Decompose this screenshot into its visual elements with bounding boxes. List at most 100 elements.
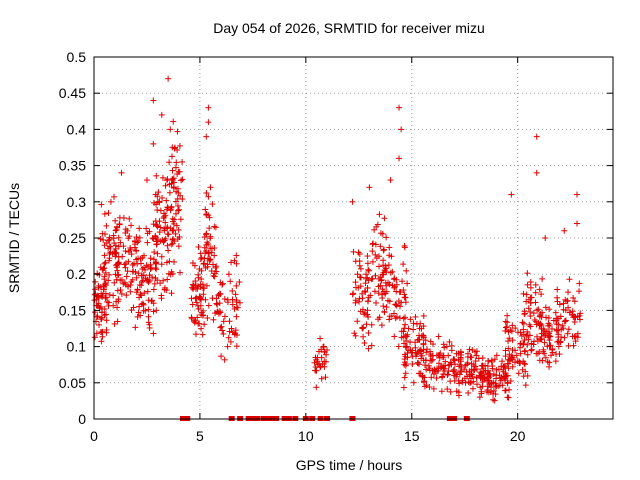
data-point: [468, 360, 475, 367]
data-point: [226, 328, 233, 335]
data-point: [207, 256, 214, 263]
data-point: [554, 327, 561, 334]
data-point: [447, 388, 454, 395]
data-point: [176, 168, 183, 175]
data-point: [122, 229, 129, 236]
y-tick-label: 0.35: [59, 158, 86, 174]
data-point: [416, 336, 423, 343]
data-point: [422, 337, 429, 344]
data-point: [478, 388, 485, 395]
data-point: [225, 334, 232, 341]
data-point: [524, 372, 531, 379]
data-point: [147, 255, 154, 262]
data-point: [205, 212, 212, 219]
data-point: [536, 286, 543, 293]
data-point: [524, 341, 531, 348]
data-point: [175, 189, 182, 196]
data-point: [192, 295, 199, 302]
data-point: [95, 293, 102, 300]
data-point: [508, 356, 515, 363]
data-point: [528, 347, 535, 354]
data-point: [523, 333, 530, 340]
data-point: [446, 338, 453, 345]
data-point: [474, 381, 481, 388]
data-point: [473, 348, 480, 355]
data-point: [189, 260, 196, 267]
data-point: [123, 292, 130, 299]
data-point: [367, 292, 374, 299]
data-point: [157, 224, 164, 231]
data-point: [472, 358, 479, 365]
data-point: [233, 343, 240, 350]
data-point: [227, 278, 234, 285]
data-point: [115, 234, 122, 241]
data-point: [527, 279, 534, 286]
data-point: [557, 313, 564, 320]
data-point: [144, 277, 151, 284]
data-point: [538, 330, 545, 337]
data-point: [115, 298, 122, 305]
data-point: [169, 215, 176, 222]
data-point: [379, 230, 386, 237]
data-point: [505, 345, 512, 352]
data-point: [153, 238, 160, 245]
data-point: [160, 277, 167, 284]
data-point: [114, 318, 121, 325]
data-point: [125, 235, 132, 242]
data-point: [207, 245, 214, 252]
data-point: [561, 334, 568, 341]
data-point: [448, 342, 455, 349]
data-point: [544, 358, 551, 365]
data-point: [163, 177, 170, 184]
data-point: [539, 275, 546, 282]
data-point: [150, 235, 157, 242]
data-point: [166, 258, 173, 265]
data-point: [170, 258, 177, 265]
data-point: [97, 235, 104, 242]
data-point: [313, 367, 320, 374]
data-point: [224, 296, 231, 303]
data-point: [167, 126, 174, 133]
data-point: [393, 302, 400, 309]
data-point: [198, 325, 205, 332]
data-point: [217, 324, 224, 331]
data-point: [428, 374, 435, 381]
data-point: [98, 201, 105, 208]
data-point: [110, 302, 117, 309]
data-point: [517, 350, 524, 357]
plot-frame: [93, 56, 614, 420]
data-point: [502, 370, 509, 377]
data-point: [532, 289, 539, 296]
data-point: [168, 180, 175, 187]
data-point: [357, 265, 364, 272]
data-point: [220, 318, 227, 325]
data-point: [95, 300, 102, 307]
data-point: [129, 261, 136, 268]
data-point: [405, 325, 412, 332]
x-tick-label: 5: [196, 428, 204, 444]
data-point: [463, 361, 470, 368]
data-point: [375, 283, 382, 290]
data-point: [401, 374, 408, 381]
data-point: [170, 184, 177, 191]
data-point: [219, 280, 226, 287]
data-point: [168, 241, 175, 248]
data-point: [364, 284, 371, 291]
data-point: [144, 230, 151, 237]
data-point: [402, 314, 409, 321]
data-point: [468, 366, 475, 373]
data-point: [114, 267, 121, 274]
data-point: [203, 133, 210, 140]
data-point: [195, 271, 202, 278]
data-point: [350, 248, 357, 255]
data-point: [576, 288, 583, 295]
data-point: [164, 276, 171, 283]
data-point: [376, 263, 383, 270]
data-point: [154, 207, 161, 214]
data-point: [554, 286, 561, 293]
data-point: [233, 260, 240, 267]
data-point: [105, 277, 112, 284]
data-point: [176, 233, 183, 240]
data-point: [402, 321, 409, 328]
